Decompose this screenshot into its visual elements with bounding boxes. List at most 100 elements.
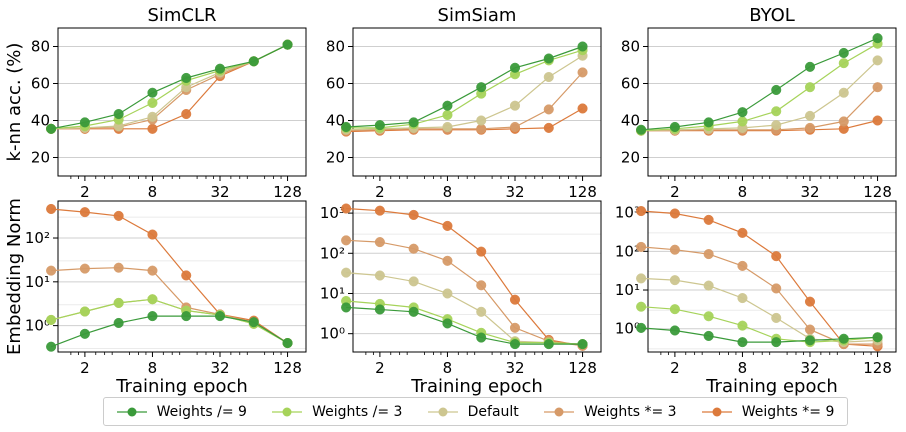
data-point xyxy=(636,124,647,135)
data-point xyxy=(476,246,487,257)
data-point xyxy=(282,338,293,349)
series-line xyxy=(346,55,583,131)
data-point xyxy=(442,100,453,111)
x-tick-label: 2 xyxy=(670,359,680,377)
data-point xyxy=(669,325,680,336)
plot-frame xyxy=(57,27,307,177)
plot-frame xyxy=(647,27,897,177)
data-point xyxy=(771,312,782,323)
y-tick-label: 80 xyxy=(326,38,345,56)
data-point xyxy=(737,107,748,118)
data-point xyxy=(147,294,158,305)
data-point xyxy=(374,205,385,216)
data-point xyxy=(181,270,192,281)
y-tick-label: 20 xyxy=(621,149,640,167)
series-line xyxy=(641,59,879,132)
data-point xyxy=(804,110,816,121)
x-tick-label: 32 xyxy=(800,183,819,201)
y-tick-label: 20 xyxy=(326,149,345,167)
panel-title: SimCLR xyxy=(147,5,216,26)
y-tick-label: 10³ xyxy=(615,204,640,222)
data-point xyxy=(636,322,647,333)
data-point xyxy=(341,267,352,278)
data-point xyxy=(872,115,883,126)
x-tick-label: 8 xyxy=(148,183,158,201)
legend-label: Weights /= 3 xyxy=(312,403,403,420)
y-tick-label: 10¹ xyxy=(615,281,640,299)
data-point xyxy=(737,227,748,238)
data-point xyxy=(79,306,90,317)
data-point xyxy=(476,280,487,291)
data-point xyxy=(147,97,158,108)
data-point xyxy=(636,273,647,284)
data-point xyxy=(872,82,883,93)
data-point xyxy=(46,314,57,325)
y-tick-label: 60 xyxy=(326,75,345,93)
series-line xyxy=(641,43,878,132)
x-tick-label: 32 xyxy=(505,183,524,201)
legend-label: Weights *= 3 xyxy=(583,403,677,420)
data-point xyxy=(669,275,680,286)
x-axis-label: Training epoch xyxy=(410,376,543,397)
legend-swatch xyxy=(116,407,147,416)
data-point xyxy=(46,123,57,134)
y-tick-label: 10² xyxy=(320,244,345,262)
legend-swatch xyxy=(701,407,732,416)
panel-title: BYOL xyxy=(749,5,795,26)
data-point xyxy=(341,302,352,313)
data-point xyxy=(341,235,352,246)
series-line xyxy=(346,300,583,345)
data-point xyxy=(181,311,192,322)
data-point xyxy=(771,337,782,348)
data-point xyxy=(79,117,90,128)
y-tick-label: 20 xyxy=(31,149,50,167)
legend-item: Weights *= 9 xyxy=(701,404,834,420)
x-tick-label: 2 xyxy=(375,359,385,377)
data-point xyxy=(669,208,680,219)
plot-frame xyxy=(57,200,307,353)
data-point xyxy=(804,324,816,335)
data-point xyxy=(442,109,453,120)
x-tick-label: 2 xyxy=(80,183,90,201)
x-tick-label: 8 xyxy=(443,359,453,377)
data-point xyxy=(577,67,588,78)
data-point xyxy=(804,122,816,133)
y-tick-label: 10³ xyxy=(320,204,345,222)
x-tick-label: 32 xyxy=(210,359,229,377)
x-tick-label: 128 xyxy=(863,359,892,377)
y-tick-label: 40 xyxy=(326,112,345,130)
y-tick-label: 10² xyxy=(25,229,50,247)
data-point xyxy=(669,244,680,255)
data-point xyxy=(79,207,90,218)
x-tick-label: 32 xyxy=(505,359,524,377)
data-point xyxy=(147,123,158,134)
data-point xyxy=(442,121,453,133)
data-point xyxy=(703,280,714,291)
data-point xyxy=(838,58,849,69)
data-point xyxy=(636,205,647,217)
series-line xyxy=(50,315,288,348)
series-line xyxy=(346,49,583,129)
data-point xyxy=(737,260,748,271)
data-point xyxy=(442,318,453,329)
y-tick-label: 10¹ xyxy=(320,284,345,302)
legend: Weights /= 9 Weights /= 3 Default Weights *… xyxy=(103,397,848,426)
y-tick-label: 80 xyxy=(621,38,640,56)
x-tick-label: 128 xyxy=(568,183,597,201)
data-point xyxy=(408,306,419,317)
data-point xyxy=(703,330,714,341)
data-point xyxy=(113,210,124,221)
data-point xyxy=(113,297,124,308)
x-tick-label: 8 xyxy=(443,183,453,201)
data-point xyxy=(476,82,487,93)
data-point xyxy=(543,339,554,350)
data-point xyxy=(408,209,419,220)
data-point xyxy=(543,71,554,83)
data-point xyxy=(838,116,849,127)
data-point xyxy=(408,117,419,128)
legend-swatch xyxy=(543,407,574,416)
series-line xyxy=(346,306,583,345)
data-point xyxy=(181,72,192,83)
data-point xyxy=(838,333,849,344)
data-point xyxy=(341,121,352,133)
